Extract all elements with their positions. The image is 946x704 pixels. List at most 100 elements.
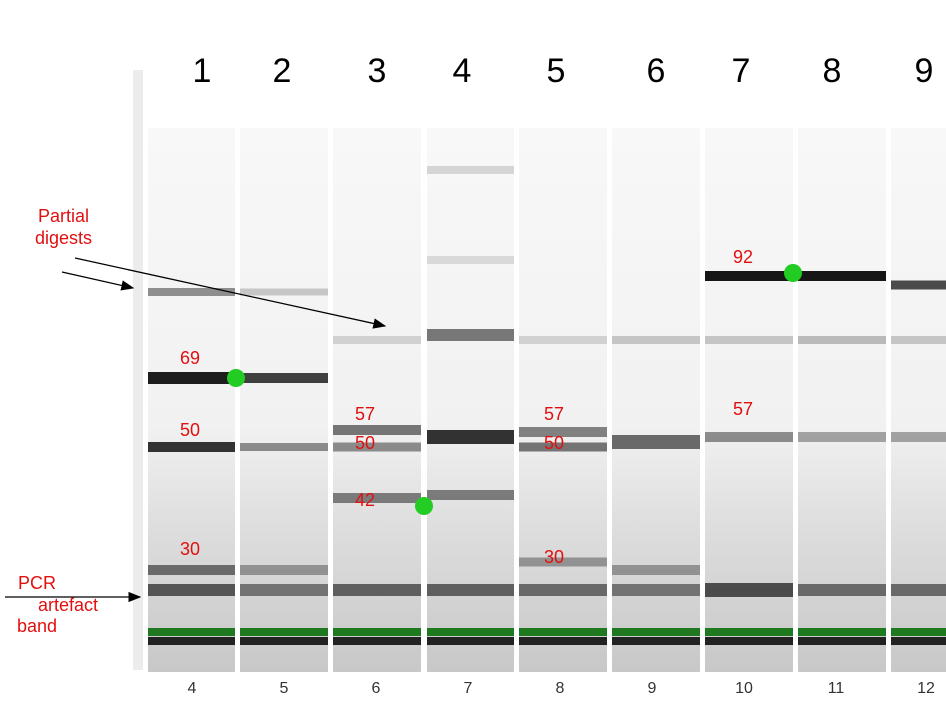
gel-band xyxy=(427,329,514,341)
annotation-arrows xyxy=(5,257,387,603)
partial-digest-arrow-long xyxy=(74,257,387,329)
gel-lane-1 xyxy=(148,128,235,672)
gel-band xyxy=(427,256,514,264)
gel-lane-3 xyxy=(333,128,421,672)
well-number-9: 9 xyxy=(647,680,657,697)
loading-front-band xyxy=(612,628,700,636)
gel-band xyxy=(148,637,235,645)
gel-band xyxy=(705,271,793,281)
partial-digest-arrow-short xyxy=(61,271,135,291)
well-number-11: 11 xyxy=(827,680,845,697)
size-label-lane7-92: 92 xyxy=(733,247,754,267)
size-label-lane1-50: 50 xyxy=(180,420,201,440)
gel-band xyxy=(891,280,946,290)
size-label-lane5-57: 57 xyxy=(544,404,565,424)
gel-band xyxy=(148,565,235,575)
well-number-12: 12 xyxy=(917,680,935,697)
gel-band xyxy=(148,584,235,596)
size-label-lane3-50: 50 xyxy=(355,433,376,453)
loading-front-band xyxy=(333,628,421,636)
gel-band xyxy=(612,637,700,645)
loading-front-band xyxy=(427,628,514,636)
partial-digests-annotation: Partial digests xyxy=(35,206,92,249)
gel-lane-4 xyxy=(427,128,514,672)
gel-band xyxy=(427,166,514,174)
lane-number-9: 9 xyxy=(914,52,934,90)
gel-band xyxy=(427,490,514,500)
size-label-lane5-50: 50 xyxy=(544,433,565,453)
gel-band xyxy=(612,584,700,596)
pcr-artefact-line1: PCR xyxy=(18,573,57,593)
lane-number-3: 3 xyxy=(367,52,387,90)
well-number-7: 7 xyxy=(463,680,473,697)
gel-band xyxy=(240,584,328,596)
loading-front-band xyxy=(705,628,793,636)
gel-band xyxy=(240,373,328,383)
gel-band xyxy=(333,493,421,503)
green-marker-dot xyxy=(784,264,802,282)
pcr-artefact-line2: artefact xyxy=(38,594,99,615)
gel-band xyxy=(519,637,607,645)
gel-band xyxy=(891,584,946,596)
gel-band xyxy=(240,565,328,575)
gel-band xyxy=(519,442,607,452)
size-label-lane5-30: 30 xyxy=(544,547,565,567)
gel-band xyxy=(240,637,328,645)
gel-band xyxy=(240,443,328,451)
green-marker-dot xyxy=(227,369,245,387)
well-number-8: 8 xyxy=(555,680,565,697)
gel-band xyxy=(333,442,421,452)
lane-number-4: 4 xyxy=(452,52,472,90)
gel-lane-9 xyxy=(891,128,946,672)
gel-band xyxy=(705,583,793,597)
gel-band xyxy=(519,584,607,596)
gel-band xyxy=(798,637,886,645)
well-number-5: 5 xyxy=(279,680,289,697)
lane-number-5: 5 xyxy=(546,52,566,90)
size-label-lane1-30: 30 xyxy=(180,539,201,559)
pcr-artefact-annotation: PCR artefact band xyxy=(17,573,99,638)
gel-band xyxy=(240,288,328,296)
gel-band xyxy=(891,336,946,344)
gel-band xyxy=(891,432,946,442)
lane-number-1: 1 xyxy=(192,52,212,90)
gel-lane-6 xyxy=(612,128,700,672)
gel-lane-7 xyxy=(705,128,793,672)
gel-band xyxy=(427,584,514,596)
gel-band xyxy=(519,336,607,344)
lane-number-7: 7 xyxy=(731,52,751,90)
gel-band xyxy=(333,425,421,435)
loading-front-band xyxy=(240,628,328,636)
partial-digests-line1: Partial xyxy=(38,206,90,226)
gel-band xyxy=(798,432,886,442)
lane-number-2: 2 xyxy=(272,52,292,90)
loading-front-band xyxy=(891,628,946,636)
gel-lanes xyxy=(133,70,946,672)
gel-band xyxy=(519,557,607,567)
loading-front-band xyxy=(148,628,235,636)
well-number-6: 6 xyxy=(371,680,381,697)
gel-band xyxy=(612,336,700,344)
gel-band xyxy=(148,288,235,296)
gel-band xyxy=(891,637,946,645)
ladder-strip xyxy=(133,70,143,670)
gel-lane-8 xyxy=(798,128,886,672)
gel-band xyxy=(148,372,235,384)
gel-band xyxy=(612,435,700,449)
gel-band xyxy=(705,432,793,442)
gel-band xyxy=(333,584,421,596)
gel-band xyxy=(333,336,421,344)
well-number-4: 4 xyxy=(187,680,197,697)
size-label-lane3-42: 42 xyxy=(355,490,376,510)
gel-lane-2 xyxy=(240,128,328,672)
loading-front-band xyxy=(798,628,886,636)
gel-band xyxy=(427,637,514,645)
gel-band xyxy=(705,637,793,645)
gel-band xyxy=(705,336,793,344)
gel-lane-5 xyxy=(519,128,607,672)
pcr-artefact-line3: band xyxy=(17,616,58,637)
size-label-lane7-57: 57 xyxy=(733,399,754,419)
gel-band xyxy=(333,637,421,645)
lane-number-8: 8 xyxy=(822,52,842,90)
